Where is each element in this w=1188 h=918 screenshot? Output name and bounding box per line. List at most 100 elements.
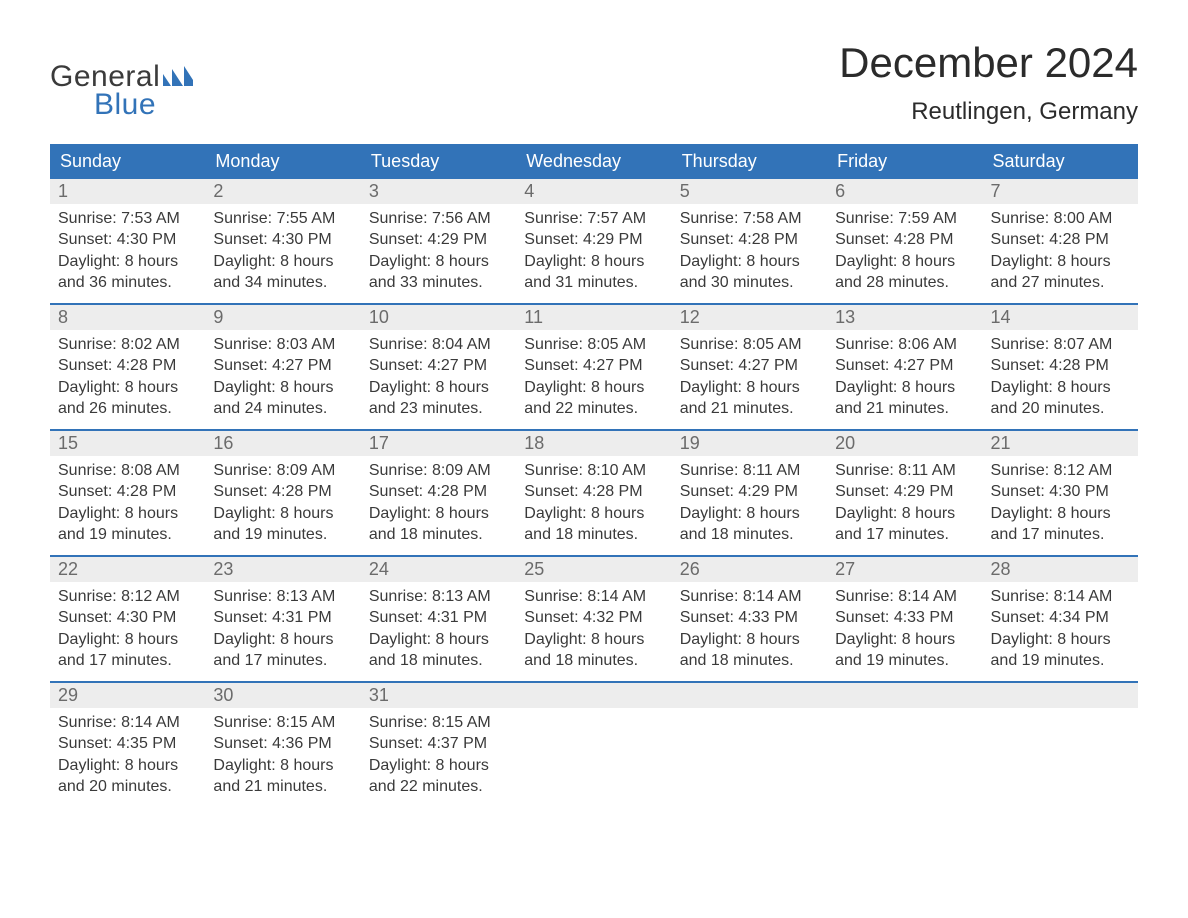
day-cell: 29Sunrise: 8:14 AMSunset: 4:35 PMDayligh… — [50, 683, 205, 807]
month-title: December 2024 — [839, 40, 1138, 86]
day-body: Sunrise: 8:11 AMSunset: 4:29 PMDaylight:… — [672, 456, 827, 552]
sunset-line: Sunset: 4:29 PM — [369, 229, 508, 251]
daylight-line: Daylight: 8 hours — [524, 251, 663, 273]
sunrise-line: Sunrise: 8:03 AM — [213, 334, 352, 356]
daylight-line: Daylight: 8 hours — [369, 629, 508, 651]
day-body: Sunrise: 8:05 AMSunset: 4:27 PMDaylight:… — [516, 330, 671, 426]
day-body: Sunrise: 8:10 AMSunset: 4:28 PMDaylight:… — [516, 456, 671, 552]
day-number: 5 — [672, 179, 827, 204]
weekday-header: Sunday — [50, 144, 205, 179]
sunrise-line: Sunrise: 7:56 AM — [369, 208, 508, 230]
day-number: 27 — [827, 557, 982, 582]
page-header: General Blue December 2024 Reutlingen, G… — [50, 40, 1138, 126]
day-number: 22 — [50, 557, 205, 582]
daylight-line: and 18 minutes. — [680, 650, 819, 672]
day-number: 29 — [50, 683, 205, 708]
day-body: Sunrise: 8:06 AMSunset: 4:27 PMDaylight:… — [827, 330, 982, 426]
calendar-page: General Blue December 2024 Reutlingen, G… — [0, 0, 1188, 857]
daylight-line: and 20 minutes. — [991, 398, 1130, 420]
sunset-line: Sunset: 4:31 PM — [213, 607, 352, 629]
day-cell: 4Sunrise: 7:57 AMSunset: 4:29 PMDaylight… — [516, 179, 671, 303]
sunrise-line: Sunrise: 7:53 AM — [58, 208, 197, 230]
daylight-line: Daylight: 8 hours — [213, 251, 352, 273]
day-cell: 30Sunrise: 8:15 AMSunset: 4:36 PMDayligh… — [205, 683, 360, 807]
daylight-line: and 24 minutes. — [213, 398, 352, 420]
sunset-line: Sunset: 4:34 PM — [991, 607, 1130, 629]
day-body: Sunrise: 8:07 AMSunset: 4:28 PMDaylight:… — [983, 330, 1138, 426]
day-body: Sunrise: 8:14 AMSunset: 4:35 PMDaylight:… — [50, 708, 205, 804]
daylight-line: Daylight: 8 hours — [835, 629, 974, 651]
daylight-line: and 18 minutes. — [369, 524, 508, 546]
daylight-line: and 20 minutes. — [58, 776, 197, 798]
day-number: 8 — [50, 305, 205, 330]
day-number: 2 — [205, 179, 360, 204]
day-body: Sunrise: 8:11 AMSunset: 4:29 PMDaylight:… — [827, 456, 982, 552]
daylight-line: Daylight: 8 hours — [369, 251, 508, 273]
day-number: 15 — [50, 431, 205, 456]
daylight-line: and 36 minutes. — [58, 272, 197, 294]
day-body: Sunrise: 7:56 AMSunset: 4:29 PMDaylight:… — [361, 204, 516, 300]
day-number: 10 — [361, 305, 516, 330]
day-body: Sunrise: 7:58 AMSunset: 4:28 PMDaylight:… — [672, 204, 827, 300]
sunrise-line: Sunrise: 8:10 AM — [524, 460, 663, 482]
daylight-line: Daylight: 8 hours — [991, 251, 1130, 273]
day-cell: 20Sunrise: 8:11 AMSunset: 4:29 PMDayligh… — [827, 431, 982, 555]
sunrise-line: Sunrise: 8:15 AM — [213, 712, 352, 734]
sunset-line: Sunset: 4:30 PM — [213, 229, 352, 251]
sunrise-line: Sunrise: 8:14 AM — [991, 586, 1130, 608]
daylight-line: Daylight: 8 hours — [58, 755, 197, 777]
sunset-line: Sunset: 4:29 PM — [680, 481, 819, 503]
day-cell: 16Sunrise: 8:09 AMSunset: 4:28 PMDayligh… — [205, 431, 360, 555]
title-block: December 2024 Reutlingen, Germany — [839, 40, 1138, 126]
day-number: 12 — [672, 305, 827, 330]
day-cell: 25Sunrise: 8:14 AMSunset: 4:32 PMDayligh… — [516, 557, 671, 681]
daylight-line: Daylight: 8 hours — [680, 251, 819, 273]
daylight-line: Daylight: 8 hours — [991, 377, 1130, 399]
daylight-line: and 19 minutes. — [991, 650, 1130, 672]
location-label: Reutlingen, Germany — [839, 98, 1138, 126]
day-cell: 26Sunrise: 8:14 AMSunset: 4:33 PMDayligh… — [672, 557, 827, 681]
sunrise-line: Sunrise: 8:15 AM — [369, 712, 508, 734]
sunrise-line: Sunrise: 8:04 AM — [369, 334, 508, 356]
sunset-line: Sunset: 4:27 PM — [213, 355, 352, 377]
day-cell: 7Sunrise: 8:00 AMSunset: 4:28 PMDaylight… — [983, 179, 1138, 303]
day-cell: 9Sunrise: 8:03 AMSunset: 4:27 PMDaylight… — [205, 305, 360, 429]
daylight-line: and 18 minutes. — [524, 650, 663, 672]
day-cell: 12Sunrise: 8:05 AMSunset: 4:27 PMDayligh… — [672, 305, 827, 429]
daylight-line: and 27 minutes. — [991, 272, 1130, 294]
day-number: 13 — [827, 305, 982, 330]
sunset-line: Sunset: 4:27 PM — [835, 355, 974, 377]
day-number: 28 — [983, 557, 1138, 582]
daylight-line: and 21 minutes. — [680, 398, 819, 420]
daylight-line: Daylight: 8 hours — [213, 503, 352, 525]
day-cell: 17Sunrise: 8:09 AMSunset: 4:28 PMDayligh… — [361, 431, 516, 555]
daylight-line: Daylight: 8 hours — [835, 251, 974, 273]
daylight-line: Daylight: 8 hours — [680, 503, 819, 525]
sunset-line: Sunset: 4:28 PM — [991, 355, 1130, 377]
sunset-line: Sunset: 4:35 PM — [58, 733, 197, 755]
day-body: Sunrise: 8:04 AMSunset: 4:27 PMDaylight:… — [361, 330, 516, 426]
sunset-line: Sunset: 4:27 PM — [680, 355, 819, 377]
day-body: Sunrise: 8:03 AMSunset: 4:27 PMDaylight:… — [205, 330, 360, 426]
sunrise-line: Sunrise: 7:55 AM — [213, 208, 352, 230]
day-cell: 11Sunrise: 8:05 AMSunset: 4:27 PMDayligh… — [516, 305, 671, 429]
sunrise-line: Sunrise: 8:13 AM — [369, 586, 508, 608]
weekday-header: Wednesday — [516, 144, 671, 179]
day-body: Sunrise: 7:59 AMSunset: 4:28 PMDaylight:… — [827, 204, 982, 300]
daylight-line: and 22 minutes. — [524, 398, 663, 420]
sunrise-line: Sunrise: 8:14 AM — [835, 586, 974, 608]
sunset-line: Sunset: 4:28 PM — [991, 229, 1130, 251]
day-cell: 15Sunrise: 8:08 AMSunset: 4:28 PMDayligh… — [50, 431, 205, 555]
sunset-line: Sunset: 4:28 PM — [213, 481, 352, 503]
day-cell: . — [672, 683, 827, 807]
sunrise-line: Sunrise: 8:12 AM — [991, 460, 1130, 482]
sunset-line: Sunset: 4:30 PM — [58, 607, 197, 629]
sunset-line: Sunset: 4:28 PM — [524, 481, 663, 503]
daylight-line: and 19 minutes. — [213, 524, 352, 546]
day-body: Sunrise: 8:12 AMSunset: 4:30 PMDaylight:… — [983, 456, 1138, 552]
sunrise-line: Sunrise: 8:09 AM — [213, 460, 352, 482]
daylight-line: Daylight: 8 hours — [369, 503, 508, 525]
calendar-grid: Sunday Monday Tuesday Wednesday Thursday… — [50, 144, 1138, 807]
day-number: 4 — [516, 179, 671, 204]
day-body: Sunrise: 8:12 AMSunset: 4:30 PMDaylight:… — [50, 582, 205, 678]
